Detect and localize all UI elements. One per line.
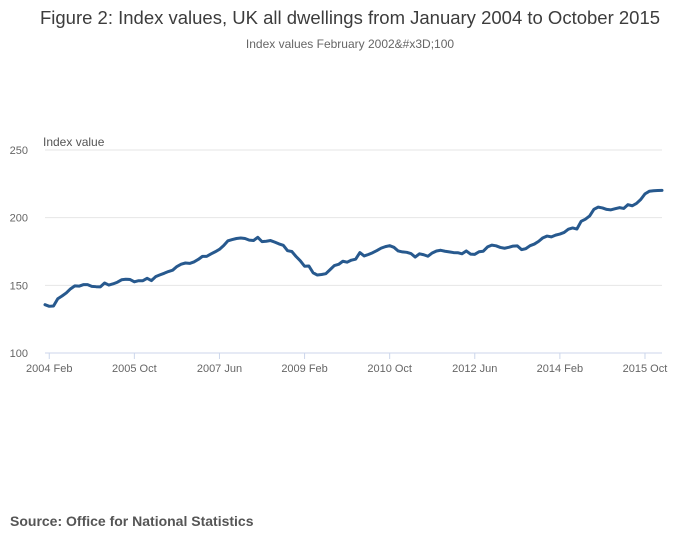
chart-title: Figure 2: Index values, UK all dwellings… [39, 7, 661, 28]
x-tick-label: 2010 Oct [367, 363, 412, 375]
y-tick-label: 250 [10, 145, 28, 157]
y-tick-label: 150 [10, 280, 28, 292]
series-line-uk-all-dwellings [43, 188, 664, 308]
x-tick-label: 2004 Feb [26, 363, 72, 375]
y-axis-label: Index value [43, 135, 105, 149]
series-group [43, 188, 664, 308]
source-note: Source: Office for National Statistics [10, 513, 254, 529]
y-axis: 100 150 200 250 [10, 145, 28, 360]
x-tick-label: 2007 Jun [197, 363, 242, 375]
y-tick-label: 200 [10, 213, 28, 225]
chart-subtitle: Index values February 2002&#x3D;100 [245, 37, 455, 51]
x-tick-label: 2009 Feb [281, 363, 327, 375]
x-axis: 2004 Feb 2005 Oct 2007 Jun 2009 Feb 2010 Oct… [26, 352, 668, 375]
x-tick-label: 2014 Feb [537, 363, 583, 375]
grid-lines [45, 149, 662, 286]
x-tick-label: 2015 Oct [623, 363, 668, 375]
x-tick-label: 2012 Jun [452, 363, 497, 375]
y-tick-label: 100 [10, 348, 28, 360]
x-tick-label: 2005 Oct [112, 363, 157, 375]
